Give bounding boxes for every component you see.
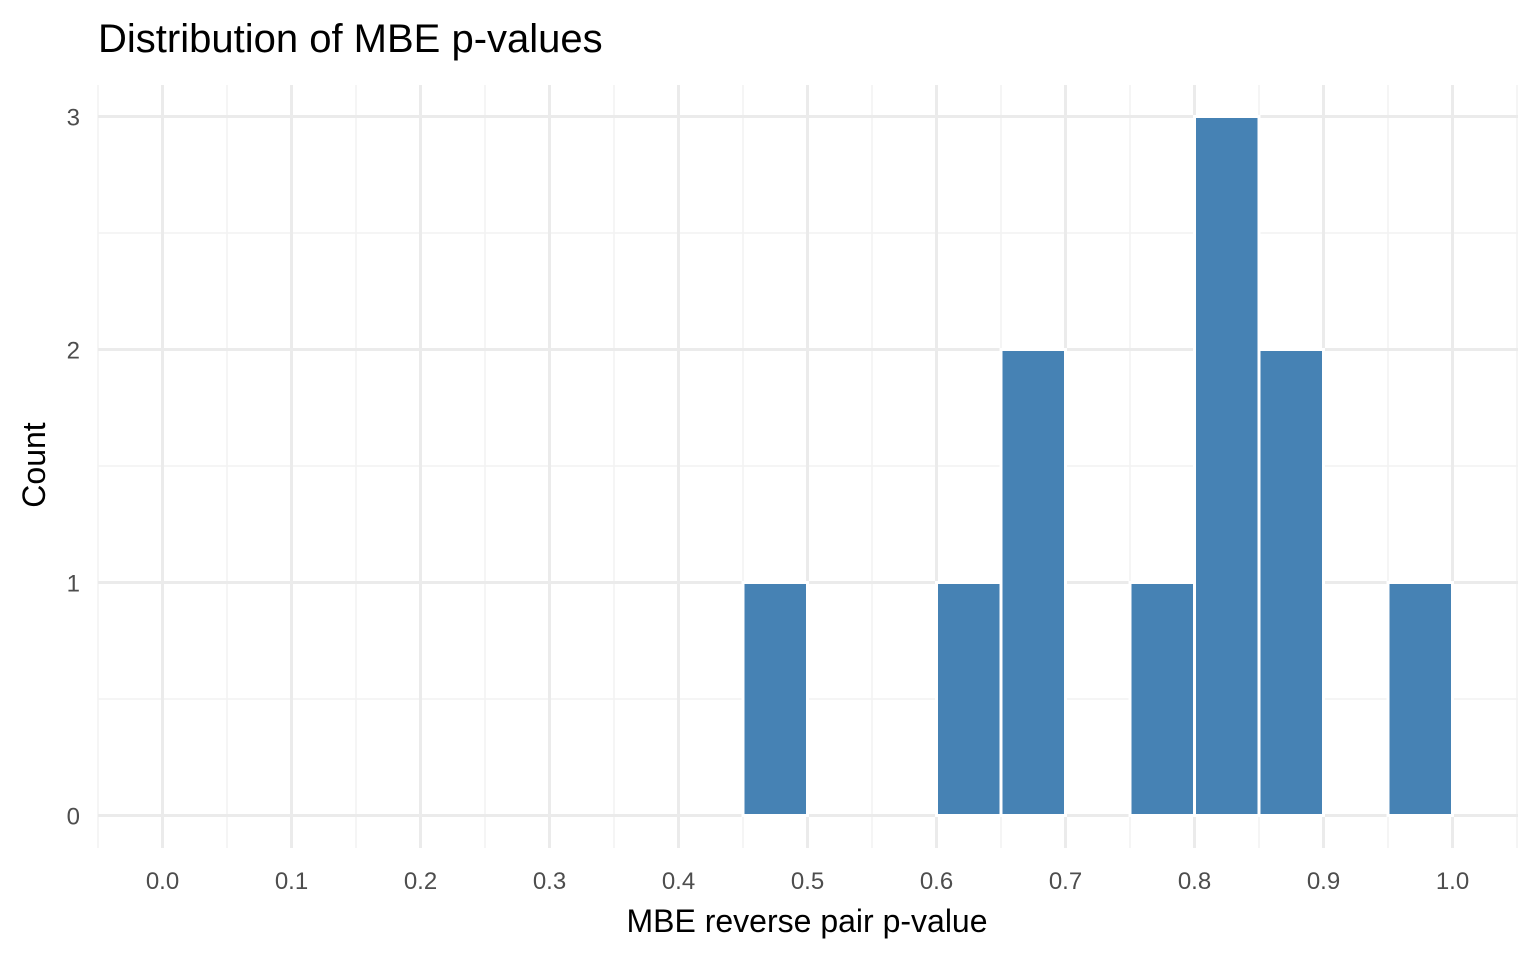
y-axis-title: Count (16, 422, 52, 508)
histogram-bar (935, 581, 1003, 817)
x-tick-label: 0.5 (791, 868, 824, 895)
y-axis-ticks: 0 1 2 3 (67, 105, 80, 831)
y-tick-label: 0 (67, 804, 80, 831)
y-tick-label: 2 (67, 338, 80, 365)
x-tick-label: 0.2 (404, 868, 437, 895)
histogram-bar (1257, 348, 1325, 817)
x-tick-label: 0.9 (1307, 868, 1340, 895)
y-tick-label: 1 (67, 571, 80, 598)
x-tick-label: 0.8 (1178, 868, 1211, 895)
x-tick-label: 0.0 (146, 868, 179, 895)
x-tick-label: 1.0 (1436, 868, 1469, 895)
histogram-bar (741, 581, 809, 817)
histogram-bar (999, 348, 1067, 817)
histogram-bars (741, 115, 1454, 817)
histogram-bar (1386, 581, 1454, 817)
x-tick-label: 0.3 (533, 868, 566, 895)
x-axis-ticks: 0.0 0.1 0.2 0.3 0.4 0.5 0.6 0.7 0.8 0.9 1.0 (146, 868, 1469, 895)
histogram-bar (1128, 581, 1196, 817)
histogram-bar (1193, 115, 1261, 817)
x-axis-title: MBE reverse pair p-value (626, 903, 987, 939)
x-tick-label: 0.7 (1049, 868, 1082, 895)
x-tick-label: 0.1 (275, 868, 308, 895)
x-tick-label: 0.6 (920, 868, 953, 895)
chart-title: Distribution of MBE p-values (98, 17, 603, 61)
x-tick-label: 0.4 (662, 868, 695, 895)
y-tick-label: 3 (67, 105, 80, 132)
